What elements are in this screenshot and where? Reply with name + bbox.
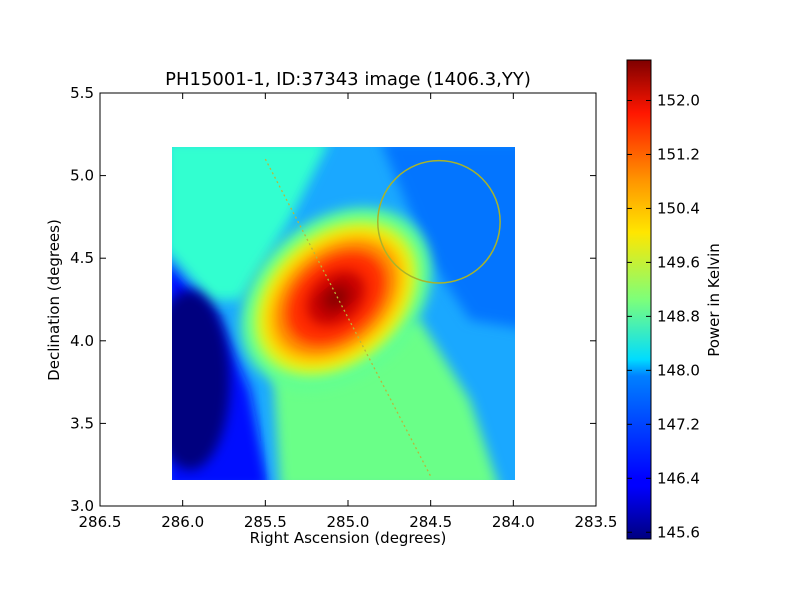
chart-title: PH15001-1, ID:37343 image (1406.3,YY): [165, 69, 531, 90]
heatmap-image: [172, 147, 515, 480]
colorbar-tick-label: 148.0: [657, 361, 700, 379]
x-axis-ticks: 286.5 286.0 285.5 285.0 284.5 284.0 283.5: [79, 93, 618, 531]
x-tick-label: 283.5: [575, 513, 618, 531]
colorbar-tick-label: 151.2: [657, 145, 700, 163]
colorbar-tick-label: 152.0: [657, 91, 700, 109]
colorbar-tick-label: 145.6: [657, 523, 700, 541]
x-tick-label: 285.0: [327, 513, 370, 531]
colorbar-tick-label: 150.4: [657, 199, 700, 217]
heatmap-band-right: [382, 147, 515, 328]
heatmap-minimum: [172, 290, 230, 470]
colorbar: [626, 59, 652, 540]
colorbar-tick-label: 146.4: [657, 469, 700, 487]
y-axis-ticks: 3.0 3.5 4.0 4.5 5.0 5.5: [70, 84, 596, 515]
heatmap-band-left-cyan: [172, 147, 327, 300]
colorbar-tick-label: 149.6: [657, 253, 700, 271]
colorbar-tick-label: 148.8: [657, 307, 700, 325]
y-tick-label: 4.5: [70, 249, 94, 267]
heatmap-hotspot: [240, 207, 432, 389]
y-axis-label: Declination (degrees): [45, 219, 63, 381]
colorbar-ticks: 145.6 146.4 147.2 148.0 148.8 149.6 150.4 151.2…: [627, 91, 700, 541]
y-tick-label: 3.0: [70, 497, 94, 515]
x-tick-label: 286.0: [161, 513, 204, 531]
x-tick-label: 284.5: [409, 513, 452, 531]
beam-circle: [377, 159, 501, 284]
y-tick-label: 4.0: [70, 332, 94, 350]
colorbar-label: Power in Kelvin: [705, 243, 723, 357]
x-tick-label: 286.5: [79, 513, 122, 531]
x-tick-label: 285.5: [244, 513, 287, 531]
y-tick-label: 3.5: [70, 414, 94, 432]
y-tick-label: 5.0: [70, 167, 94, 185]
x-axis-label: Right Ascension (degrees): [250, 529, 447, 547]
x-tick-label: 284.0: [492, 513, 535, 531]
y-tick-label: 5.5: [70, 84, 94, 102]
colorbar-tick-label: 147.2: [657, 415, 700, 433]
